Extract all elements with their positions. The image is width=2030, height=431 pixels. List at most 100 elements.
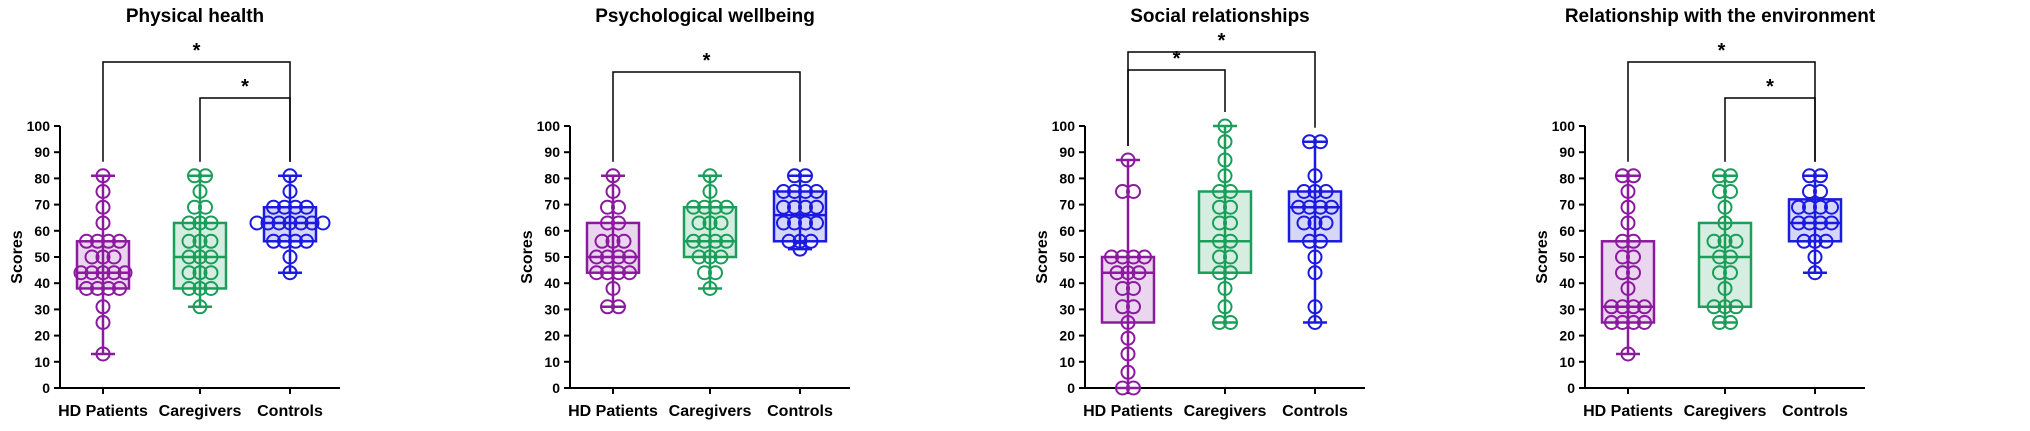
data-point [1706, 299, 1722, 315]
y-tick-label: 70 [544, 197, 560, 213]
y-tick-label: 10 [544, 354, 560, 370]
y-tick-label: 70 [1559, 197, 1575, 213]
data-point [605, 168, 621, 184]
data-point [809, 184, 824, 199]
data-point [198, 199, 213, 215]
data-point [787, 168, 802, 184]
data-point [1728, 299, 1744, 315]
data-point [1626, 249, 1641, 265]
data-point [1802, 215, 1817, 231]
data-point [282, 168, 298, 184]
data-point [95, 184, 111, 199]
x-tick-label: HD Patients [568, 403, 658, 420]
x-tick-label: HD Patients [58, 403, 148, 420]
data-point [1223, 265, 1238, 281]
data-point [1302, 199, 1317, 215]
data-point [1115, 249, 1130, 265]
data-point [187, 199, 202, 215]
data-point [1115, 280, 1130, 296]
y-tick-label: 90 [1059, 144, 1075, 160]
y-tick-label: 20 [34, 328, 50, 344]
data-point [600, 299, 615, 315]
data-point [1604, 299, 1619, 315]
box-series [73, 168, 133, 362]
data-point [1802, 168, 1817, 184]
y-tick-label: 40 [1559, 275, 1575, 291]
data-point [203, 249, 219, 265]
data-point [1712, 184, 1727, 199]
y-axis-label: Scores [9, 230, 26, 283]
data-point [1813, 168, 1828, 184]
data-point [1723, 168, 1738, 184]
data-point [1223, 249, 1238, 265]
data-point [1818, 233, 1834, 249]
data-point [611, 265, 626, 281]
data-point [1807, 249, 1823, 265]
data-point [798, 184, 813, 199]
data-point [1104, 249, 1119, 265]
y-tick-label: 10 [1059, 354, 1075, 370]
data-point [181, 280, 197, 296]
data-point [1126, 184, 1141, 199]
data-point [84, 265, 100, 281]
y-tick-label: 80 [1059, 170, 1075, 186]
data-point [1115, 380, 1130, 396]
data-point [708, 233, 723, 249]
data-point [1223, 315, 1238, 330]
data-point [117, 265, 133, 281]
data-point [95, 315, 111, 330]
data-point [600, 199, 615, 215]
data-point [304, 215, 320, 231]
data-point [798, 215, 813, 231]
data-point [271, 215, 287, 231]
y-tick-label: 0 [42, 380, 50, 396]
data-point [90, 233, 105, 249]
significance-bracket: * [1127, 48, 1226, 147]
data-point [1126, 249, 1141, 265]
y-tick-label: 60 [1559, 223, 1575, 239]
data-point [594, 233, 610, 249]
box-series [585, 168, 641, 315]
data-point [192, 299, 208, 315]
data-point [266, 233, 281, 249]
y-tick-label: 10 [1559, 354, 1575, 370]
data-point [1717, 215, 1733, 231]
data-point [1807, 233, 1823, 249]
y-axis-label: Scores [1034, 230, 1051, 283]
data-point [713, 249, 729, 265]
data-point [792, 233, 808, 249]
data-point [1706, 233, 1722, 249]
data-point [79, 233, 94, 249]
significance-label: * [1718, 40, 1726, 62]
bracket-line [1127, 51, 1316, 147]
data-point [181, 233, 197, 249]
y-tick-label: 0 [1067, 380, 1075, 396]
data-point [282, 215, 298, 231]
data-point [1723, 249, 1738, 265]
data-point [1212, 215, 1227, 231]
data-point [1324, 199, 1339, 215]
data-point [1307, 215, 1323, 231]
data-point [95, 249, 111, 265]
data-point [1313, 134, 1328, 150]
y-tick-label: 90 [34, 144, 50, 160]
data-point [697, 265, 712, 281]
x-tick-label: Controls [1282, 403, 1348, 420]
data-point [776, 215, 791, 231]
y-tick-label: 80 [34, 170, 50, 186]
data-point [787, 215, 802, 231]
data-point [288, 199, 303, 215]
data-point [1615, 249, 1630, 265]
data-point [1813, 184, 1828, 199]
data-point [1302, 233, 1317, 249]
data-point [1313, 233, 1328, 249]
bracket-line [102, 61, 291, 162]
significance-label: * [241, 76, 249, 98]
significance-bracket: * [102, 40, 291, 162]
data-point [809, 215, 824, 231]
data-point [1120, 330, 1136, 346]
data-point [90, 280, 105, 296]
data-point [1296, 184, 1312, 199]
data-point [600, 265, 615, 281]
